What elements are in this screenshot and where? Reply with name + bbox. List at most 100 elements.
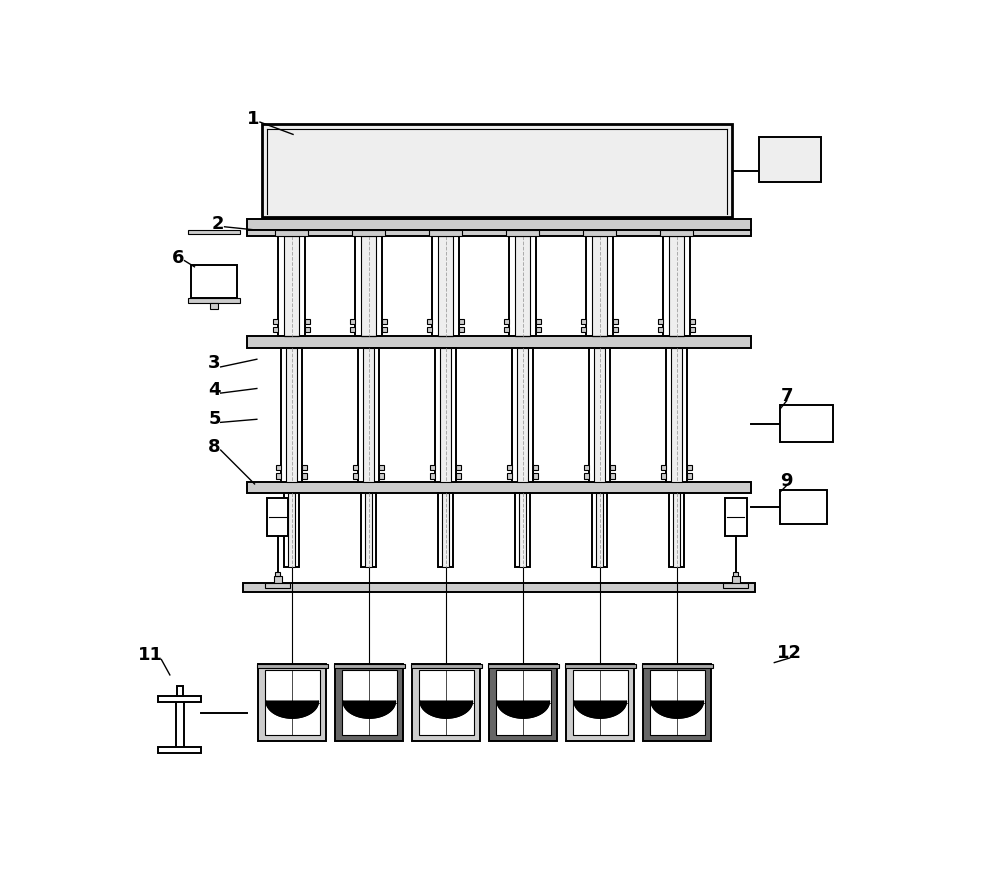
Bar <box>427 319 432 324</box>
Bar <box>661 473 666 478</box>
Bar <box>613 319 618 324</box>
Bar <box>690 327 695 332</box>
Bar <box>258 664 326 741</box>
Bar <box>188 230 240 235</box>
Bar <box>658 319 663 324</box>
Bar <box>361 493 376 567</box>
Bar <box>596 493 603 567</box>
Bar <box>687 473 692 478</box>
Polygon shape <box>343 701 395 718</box>
Polygon shape <box>574 701 626 718</box>
Bar <box>275 572 280 576</box>
Bar <box>512 349 533 483</box>
Polygon shape <box>651 701 703 718</box>
Bar <box>379 473 384 478</box>
Text: 4: 4 <box>208 381 221 399</box>
Bar <box>342 670 397 735</box>
Bar <box>504 319 509 324</box>
Bar <box>274 576 282 583</box>
Bar <box>536 327 541 332</box>
Bar <box>243 583 755 592</box>
Text: 1: 1 <box>247 110 259 128</box>
Bar <box>759 138 820 182</box>
Bar <box>504 327 509 332</box>
Bar <box>650 670 705 735</box>
Bar <box>669 493 684 567</box>
Bar <box>176 698 184 752</box>
Bar <box>361 236 376 336</box>
Bar <box>610 473 615 478</box>
Bar <box>589 349 610 483</box>
Bar <box>273 319 278 324</box>
Bar <box>284 493 299 567</box>
Bar <box>363 349 374 483</box>
Bar <box>262 124 732 216</box>
Bar <box>247 336 751 349</box>
Bar <box>669 236 684 336</box>
Bar <box>723 583 748 588</box>
Bar <box>643 664 711 741</box>
Bar <box>302 473 307 478</box>
Bar <box>732 576 740 583</box>
Bar <box>427 327 432 332</box>
Bar <box>613 327 618 332</box>
Bar <box>273 327 278 332</box>
Bar <box>583 230 616 236</box>
Bar <box>733 572 738 576</box>
Text: 2: 2 <box>212 215 225 234</box>
Text: 8: 8 <box>208 438 221 456</box>
Bar <box>379 465 384 470</box>
Bar <box>365 493 372 567</box>
Bar <box>284 236 299 336</box>
Text: 7: 7 <box>780 387 793 406</box>
Bar <box>663 236 690 336</box>
Bar <box>276 465 281 470</box>
Bar <box>507 465 512 470</box>
Bar <box>456 465 461 470</box>
Bar <box>265 670 320 735</box>
Bar <box>438 493 453 567</box>
Bar <box>584 473 589 478</box>
Bar <box>382 319 387 324</box>
Bar <box>566 664 634 741</box>
Bar <box>584 465 589 470</box>
Bar <box>780 490 827 524</box>
Bar <box>429 230 462 236</box>
Polygon shape <box>420 701 472 718</box>
Bar <box>506 230 539 236</box>
Bar <box>210 303 218 309</box>
Bar <box>533 465 538 470</box>
Bar <box>188 298 240 303</box>
Text: 9: 9 <box>780 472 793 490</box>
Bar <box>177 687 183 696</box>
Bar <box>610 465 615 470</box>
Bar <box>658 327 663 332</box>
Bar <box>673 493 680 567</box>
Bar <box>350 319 355 324</box>
Bar <box>257 664 328 668</box>
Bar <box>419 670 474 735</box>
Bar <box>275 230 308 236</box>
Bar <box>515 493 530 567</box>
Bar <box>352 230 385 236</box>
Bar <box>519 493 526 567</box>
Bar <box>515 236 530 336</box>
Bar <box>780 406 833 442</box>
Bar <box>438 236 453 336</box>
Bar <box>666 349 687 483</box>
Bar <box>496 670 551 735</box>
Bar <box>573 670 628 735</box>
Bar <box>276 473 281 478</box>
Bar <box>687 465 692 470</box>
Bar <box>267 498 288 536</box>
Text: 5: 5 <box>208 410 221 428</box>
Bar <box>671 349 682 483</box>
Bar <box>411 664 482 668</box>
Bar <box>430 473 435 478</box>
Bar <box>247 230 751 236</box>
Bar <box>278 236 305 336</box>
Bar <box>432 236 459 336</box>
Bar <box>660 230 693 236</box>
Text: 12: 12 <box>777 645 802 662</box>
Bar <box>725 498 747 536</box>
